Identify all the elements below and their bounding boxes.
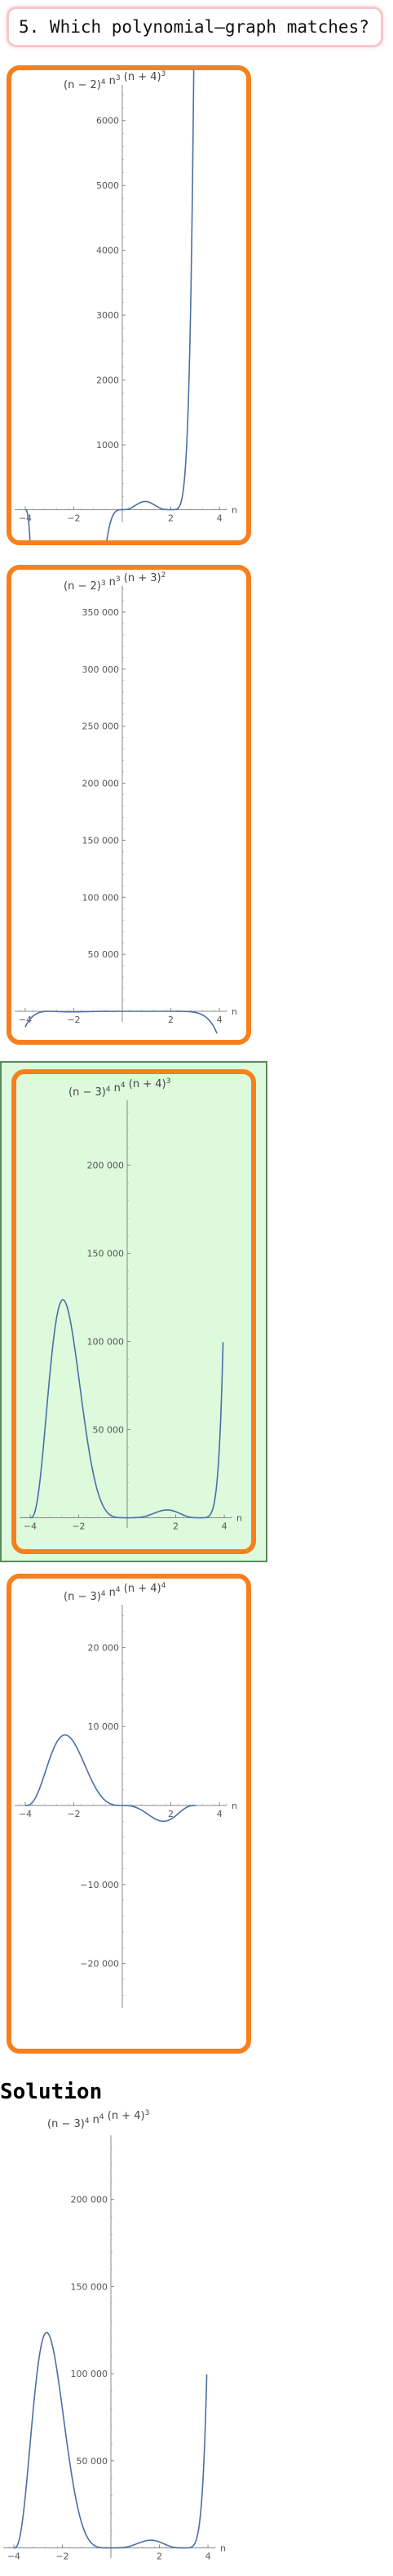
- chart-title: (n − 3)4 n4 (n + 4)3: [47, 2109, 149, 2130]
- question-box: 5. Which polynomial–graph matches?: [7, 7, 383, 47]
- x-tick-label: 4: [217, 1015, 223, 1025]
- y-tick-label: 2000: [96, 375, 119, 386]
- option-1-chart: (n − 2)4 n3 (n + 4)3 n −4 −2 2 4 1000 2000 3000 4…: [15, 70, 237, 540]
- y-tick-label: 6000: [96, 116, 119, 127]
- x-tick-label: 2: [168, 513, 174, 523]
- y-tick-label: 4000: [96, 246, 119, 256]
- y-tick-label: 50 000: [77, 2456, 108, 2467]
- y-tick-label: 150 000: [82, 835, 120, 846]
- series-line: [24, 70, 195, 540]
- option-3-card[interactable]: (n − 3)4 n4 (n + 4)3 n −4 −2 2 4 50 000 100 000…: [11, 1069, 256, 1554]
- x-tick-label: −2: [72, 1521, 85, 1532]
- x-axis-label: n: [232, 1006, 237, 1017]
- y-tick-label: 100 000: [87, 1337, 125, 1348]
- x-tick-label: −4: [24, 1521, 37, 1532]
- x-tick-label: 4: [205, 2552, 211, 2562]
- x-axis-label: n: [236, 1513, 242, 1524]
- x-tick-label: −2: [67, 1809, 80, 1819]
- series-line: [29, 1299, 224, 1519]
- option-2-chart: (n − 2)3 n3 (n + 3)2 n −4 −2 2 4 50 000 100 000…: [15, 571, 237, 1034]
- chart-title: (n − 2)4 n3 (n + 4)3: [64, 70, 166, 91]
- solution-plot: (n − 3)4 n4 (n + 4)3 n −4 −2 2 4 50 000 100 000…: [0, 2106, 253, 2576]
- series-line: [24, 1734, 196, 1823]
- chart-title: (n − 3)4 n4 (n + 4)4: [64, 1582, 166, 1603]
- y-tick-label: 50 000: [88, 949, 120, 960]
- x-tick-label: 2: [168, 1809, 174, 1819]
- y-tick-label: 200 000: [82, 779, 120, 789]
- x-tick-label: −4: [7, 2552, 20, 2562]
- x-axis-label: n: [220, 2543, 226, 2554]
- x-tick-label: −2: [55, 2552, 68, 2562]
- question-text: 5. Which polynomial–graph matches?: [19, 17, 369, 37]
- x-tick-label: −4: [19, 1015, 32, 1025]
- series-line: [13, 2331, 208, 2549]
- solution-chart: (n − 3)4 n4 (n + 4)3 n −4 −2 2 4 50 000 100 000…: [3, 2109, 226, 2562]
- x-tick-label: −2: [67, 513, 80, 523]
- option-4-chart: (n − 3)4 n4 (n + 4)4 n −4 −2 2 4 −20 000 −10 00…: [15, 1582, 237, 2008]
- option-2-card[interactable]: (n − 2)3 n3 (n + 3)2 n −4 −2 2 4 50 000 100 000…: [7, 565, 251, 1045]
- x-tick-label: −4: [19, 1809, 32, 1819]
- y-tick-label: 3000: [96, 310, 119, 321]
- y-tick-label: 100 000: [71, 2369, 108, 2379]
- y-tick-label: 100 000: [82, 892, 120, 903]
- y-tick-label: 300 000: [82, 664, 120, 675]
- y-tick-label: 5000: [96, 180, 119, 191]
- y-tick-label: 150 000: [71, 2281, 108, 2292]
- series-line: [24, 1010, 218, 1034]
- option-4-card[interactable]: (n − 3)4 n4 (n + 4)4 n −4 −2 2 4 −20 000 −10 00…: [7, 1574, 251, 2054]
- x-tick-label: 2: [173, 1521, 179, 1532]
- x-tick-label: 4: [222, 1521, 227, 1532]
- x-tick-label: −2: [67, 1015, 80, 1025]
- chart-title: (n − 3)4 n4 (n + 4)3: [68, 1077, 170, 1099]
- y-tick-label: 200 000: [87, 1161, 125, 1171]
- x-tick-label: −4: [19, 513, 32, 523]
- correct-answer-highlight: [0, 1061, 267, 1562]
- x-tick-label: 2: [157, 2552, 162, 2562]
- y-tick-label: 10 000: [88, 1721, 120, 1732]
- option-1-card[interactable]: (n − 2)4 n3 (n + 4)3 n −4 −2 2 4 1000 2000 3000 4…: [7, 65, 251, 545]
- chart-title: (n − 2)3 n3 (n + 3)2: [64, 571, 166, 593]
- option-3-chart: (n − 3)4 n4 (n + 4)3 n −4 −2 2 4 50 000 100 000…: [20, 1077, 242, 1532]
- x-tick-label: 4: [217, 513, 223, 523]
- y-tick-label: 150 000: [87, 1249, 125, 1259]
- y-tick-label: 350 000: [82, 607, 120, 618]
- y-tick-label: 200 000: [71, 2195, 108, 2205]
- y-tick-label: 250 000: [82, 722, 120, 732]
- y-tick-label: 50 000: [93, 1425, 125, 1436]
- y-tick-label: 20 000: [88, 1642, 120, 1653]
- y-tick-label: −10 000: [80, 1880, 119, 1890]
- y-tick-label: 1000: [96, 440, 119, 451]
- x-tick-label: 2: [168, 1015, 174, 1025]
- solution-heading: Solution: [0, 2080, 103, 2104]
- x-tick-label: 4: [217, 1809, 223, 1819]
- x-axis-label: n: [232, 1801, 237, 1811]
- x-axis-label: n: [232, 504, 237, 515]
- y-tick-label: −20 000: [80, 1959, 119, 1970]
